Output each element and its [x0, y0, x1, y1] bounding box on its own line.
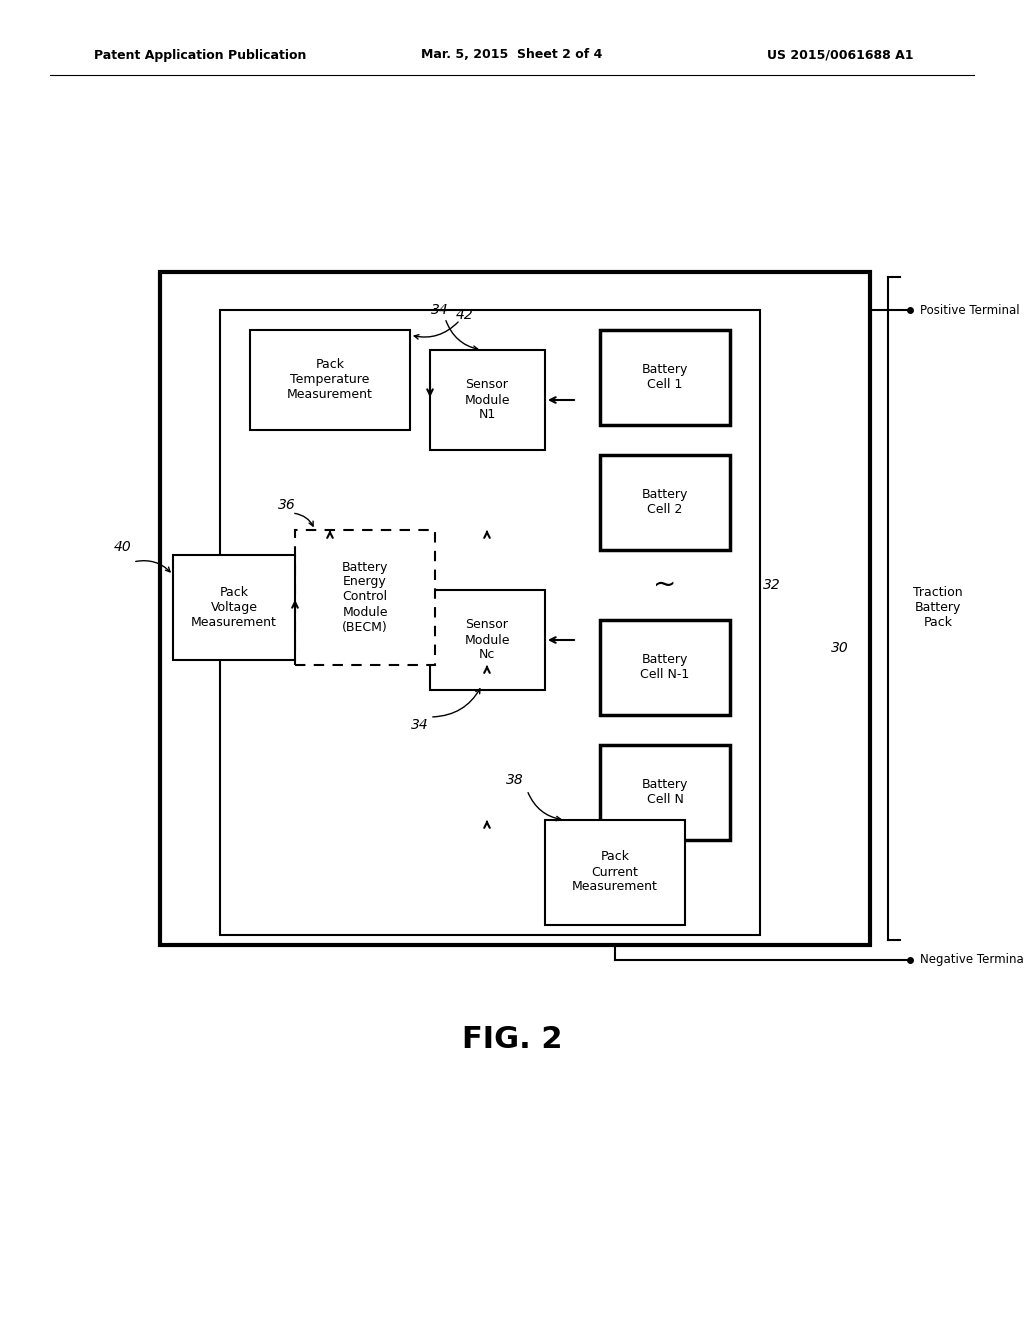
Text: Mar. 5, 2015  Sheet 2 of 4: Mar. 5, 2015 Sheet 2 of 4: [421, 49, 603, 62]
Bar: [545, 820, 685, 925]
Text: 34: 34: [411, 718, 429, 733]
Text: 34: 34: [431, 304, 449, 317]
Text: 32: 32: [763, 578, 781, 591]
Text: Pack
Voltage
Measurement: Pack Voltage Measurement: [191, 586, 276, 628]
Bar: [160, 272, 870, 945]
Bar: [220, 310, 760, 935]
Text: FIG. 2: FIG. 2: [462, 1026, 562, 1055]
Text: Battery
Cell 2: Battery Cell 2: [642, 488, 688, 516]
Text: Positive Terminal: Positive Terminal: [920, 304, 1020, 317]
Text: 40: 40: [114, 540, 132, 554]
Text: Sensor
Module
N1: Sensor Module N1: [464, 379, 510, 421]
Text: 38: 38: [506, 774, 524, 787]
Text: Pack
Current
Measurement: Pack Current Measurement: [572, 850, 658, 894]
Text: Battery
Cell N-1: Battery Cell N-1: [640, 653, 689, 681]
Bar: [600, 744, 730, 840]
Bar: [600, 455, 730, 550]
Text: Sensor
Module
Nc: Sensor Module Nc: [464, 619, 510, 661]
Text: 36: 36: [279, 498, 296, 512]
Bar: [600, 620, 730, 715]
Text: 30: 30: [831, 642, 849, 655]
Text: Patent Application Publication: Patent Application Publication: [94, 49, 306, 62]
Text: Battery
Cell N: Battery Cell N: [642, 777, 688, 807]
Text: Pack
Temperature
Measurement: Pack Temperature Measurement: [287, 359, 373, 401]
Bar: [173, 554, 295, 660]
Bar: [600, 330, 730, 425]
Text: Battery
Cell 1: Battery Cell 1: [642, 363, 688, 391]
Text: ~: ~: [653, 572, 677, 599]
Text: Traction
Battery
Pack: Traction Battery Pack: [913, 586, 963, 630]
Bar: [295, 531, 435, 665]
Bar: [430, 350, 545, 450]
Bar: [430, 590, 545, 690]
Text: Negative Terminal: Negative Terminal: [920, 953, 1024, 966]
Text: 42: 42: [456, 308, 474, 322]
Text: Battery
Energy
Control
Module
(BECM): Battery Energy Control Module (BECM): [342, 561, 388, 634]
Bar: [250, 330, 410, 430]
Text: US 2015/0061688 A1: US 2015/0061688 A1: [767, 49, 913, 62]
